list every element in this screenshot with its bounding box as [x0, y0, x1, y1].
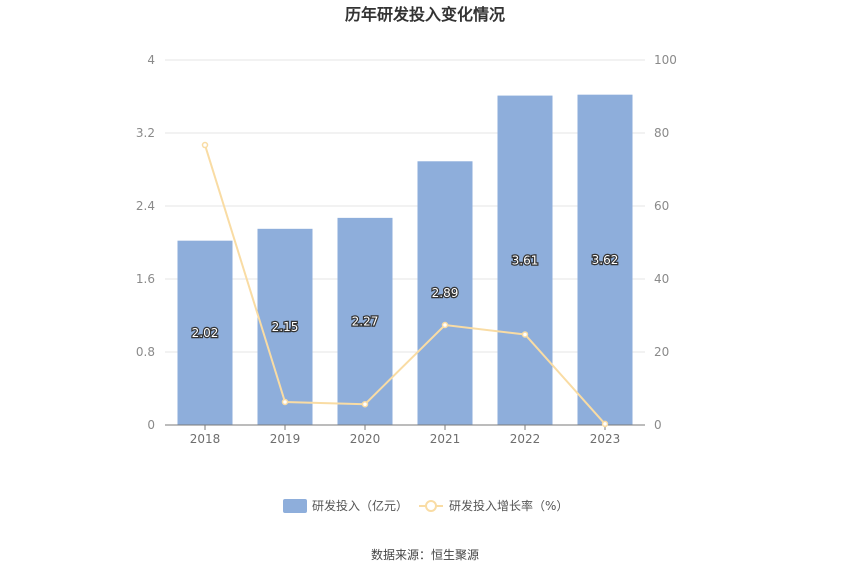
bar-value-label: 3.62 — [592, 253, 619, 267]
y-left-tick-label: 4 — [147, 53, 155, 67]
growth-point — [281, 398, 289, 406]
legend-line-label: 研发投入增长率（%） — [449, 498, 568, 513]
x-axis: 2018 2019 2020 2021 2022 2023 — [190, 425, 621, 446]
growth-point — [441, 321, 449, 329]
y-right-tick-label: 60 — [654, 199, 669, 213]
y-left-tick-label: 2.4 — [136, 199, 155, 213]
legend-bar-swatch — [283, 499, 307, 513]
y-left-tick-label: 1.6 — [136, 272, 155, 286]
y-right-tick-label: 40 — [654, 272, 669, 286]
source-note: 数据来源：恒生聚源 — [371, 547, 479, 562]
bar — [417, 161, 473, 425]
gridlines — [165, 59, 645, 353]
bar-data-labels: 2.02 2.15 2.27 2.89 3.61 3.62 — [190, 252, 619, 341]
legend-item-line[interactable]: 研发投入增长率（%） — [419, 498, 568, 513]
bar — [577, 94, 633, 426]
legend-line-marker — [425, 500, 437, 512]
growth-line — [204, 144, 606, 425]
bar-value-label: 2.02 — [192, 326, 219, 340]
x-tick-label: 2023 — [590, 432, 621, 446]
x-tick-label: 2021 — [430, 432, 461, 446]
growth-point — [361, 400, 369, 408]
y-left-tick-label: 3.2 — [136, 126, 155, 140]
x-tick-label: 2019 — [270, 432, 301, 446]
x-tick-label: 2018 — [190, 432, 221, 446]
growth-point — [521, 331, 529, 338]
y-right-tick-label: 80 — [654, 126, 669, 140]
y-right-tick-label: 20 — [654, 345, 669, 359]
bar — [497, 95, 553, 426]
legend: 研发投入（亿元） 研发投入增长率（%） — [283, 498, 568, 513]
bar-value-label: 2.89 — [432, 286, 459, 300]
legend-item-bar[interactable]: 研发投入（亿元） — [283, 498, 408, 513]
x-tick-label: 2020 — [350, 432, 381, 446]
legend-bar-label: 研发投入（亿元） — [312, 498, 408, 513]
y-axis-right: 0 20 40 60 80 100 — [654, 53, 677, 432]
line-series — [201, 141, 609, 428]
y-axis-left: 0 0.8 1.6 2.4 3.2 4 — [136, 53, 155, 432]
bar-value-label: 3.61 — [512, 253, 539, 267]
bar-series — [177, 94, 633, 426]
bar-value-label: 2.27 — [352, 314, 379, 328]
y-left-tick-label: 0.8 — [136, 345, 155, 359]
y-right-tick-label: 0 — [654, 418, 662, 432]
bar-value-label: 2.15 — [272, 320, 299, 334]
chart-title: 历年研发投入变化情况 — [345, 5, 505, 24]
bar — [337, 217, 393, 425]
y-right-tick-label: 100 — [654, 53, 677, 67]
x-tick-label: 2022 — [510, 432, 541, 446]
growth-point — [201, 141, 209, 149]
growth-point — [601, 420, 609, 428]
y-left-tick-label: 0 — [147, 418, 155, 432]
bar — [257, 228, 313, 425]
bar — [177, 240, 233, 425]
